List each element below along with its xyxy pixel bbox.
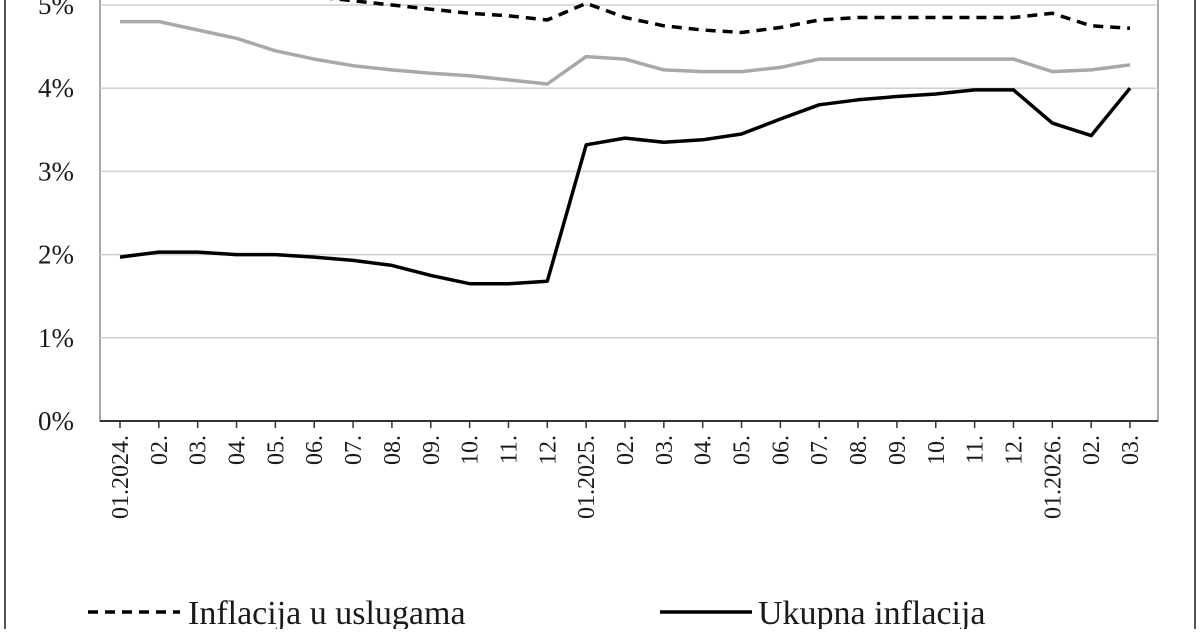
- x-tick-label: 02.: [613, 435, 639, 465]
- y-axis: 0% 1% 2% 3% 4% 5%: [38, 0, 74, 436]
- x-tick-label: 12.: [1001, 435, 1027, 465]
- series-lines: [119, 0, 1132, 286]
- x-tick-label: 01.2026.: [1040, 435, 1066, 519]
- x-tick-label: 09.: [419, 435, 445, 465]
- legend: Inflacija u uslugama Ukupna inflacija: [88, 595, 986, 632]
- x-tick-label: 04.: [225, 435, 251, 465]
- series-line-2: [120, 19, 1131, 86]
- x-tick-label: 05.: [730, 435, 756, 465]
- chart-outer-border: [4, 0, 1196, 634]
- x-tick-label: 11.: [963, 435, 989, 464]
- x-tick-label: 05.: [263, 435, 289, 465]
- x-tick-label: 10.: [924, 435, 950, 465]
- x-tick-label: 02.: [1079, 435, 1105, 465]
- x-tick-label: 11.: [496, 435, 522, 464]
- x-tick-label: 04.: [691, 435, 717, 465]
- x-tick-label: 08.: [846, 435, 872, 465]
- legend-label: Ukupna inflacija: [758, 595, 986, 629]
- legend-label: Inflacija u uslugama: [188, 595, 466, 629]
- x-tick-label: 03.: [1118, 435, 1144, 465]
- x-tick-label: 12.: [535, 435, 561, 465]
- y-tick-label: 3%: [38, 156, 74, 186]
- y-tick-label: 5%: [38, 0, 74, 20]
- y-tick-label: 2%: [38, 240, 74, 270]
- x-tick-label: 06.: [302, 435, 328, 465]
- gridlines: [99, 0, 1159, 422]
- x-tick-label: 08.: [380, 435, 406, 465]
- x-tick-label: 03.: [652, 435, 678, 465]
- y-tick-label: 1%: [38, 323, 74, 353]
- x-tick-label: 01.2025.: [574, 435, 600, 519]
- series-line-inflacija-u-uslugama: [328, 0, 1131, 35]
- series-line-ukupna-inflacija: [119, 87, 1132, 286]
- x-tick-label: 01.2024.: [108, 435, 134, 519]
- x-axis: 01.2024. 02. 03. 04. 05. 06. 07. 08. 09. 10. 11. 12…: [100, 420, 1158, 519]
- x-tick-label: 07.: [807, 435, 833, 465]
- y-tick-label: 4%: [38, 73, 74, 103]
- y-tick-label: 0%: [38, 406, 74, 436]
- plot-area-border: [99, 0, 1159, 422]
- x-tick-label: 09.: [885, 435, 911, 465]
- x-tick-label: 03.: [186, 435, 212, 465]
- x-tick-label: 06.: [768, 435, 794, 465]
- x-tick-label: 10.: [458, 435, 484, 465]
- x-tick-label: 07.: [341, 435, 367, 465]
- x-tick-label: 02.: [147, 435, 173, 465]
